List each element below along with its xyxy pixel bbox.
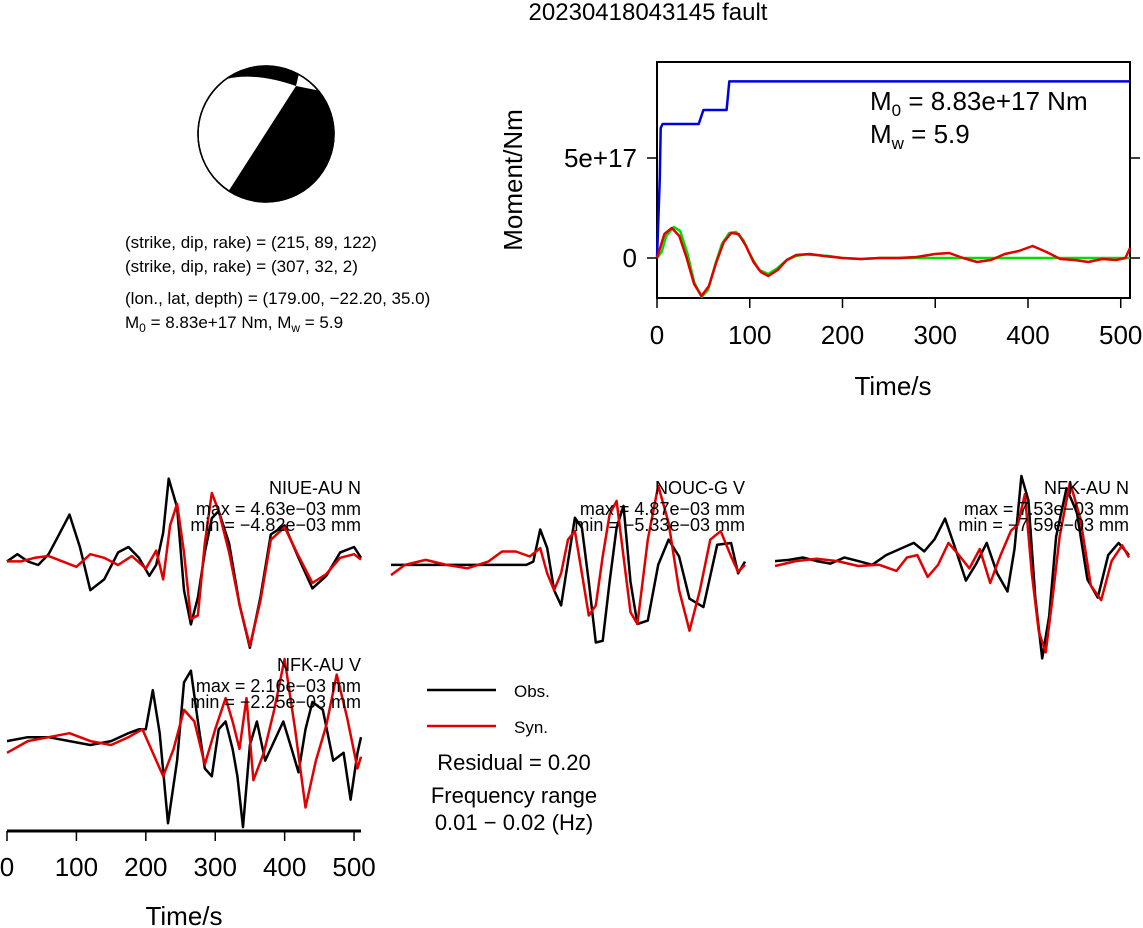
moment-x-tick-label: 300 bbox=[914, 320, 957, 350]
station-min: min = −4.82e−03 mm bbox=[190, 515, 361, 535]
mechanism-magnitude: M0 = 8.83e+17 Nm, Mw = 5.9 bbox=[125, 313, 343, 335]
synthetic-trace bbox=[774, 480, 1131, 654]
bottom-x-tick-label: 400 bbox=[263, 852, 306, 882]
station-max: max = 4.87e−03 mm bbox=[580, 499, 745, 519]
synthetic-mrf-line bbox=[655, 226, 1132, 298]
legend-observed-label: Obs. bbox=[514, 682, 550, 701]
moment-x-tick-label: 500 bbox=[1099, 320, 1142, 350]
observed-trace bbox=[391, 504, 747, 644]
frequency-value: 0.01 − 0.02 (Hz) bbox=[435, 810, 593, 835]
bottom-x-tick-label: 200 bbox=[124, 852, 167, 882]
beachball bbox=[197, 65, 335, 203]
moment-x-axis: 0 100 200 300 400 500 bbox=[650, 298, 1142, 350]
bottom-xlabel: Time/s bbox=[145, 901, 222, 928]
bottom-time-axis: 0 100 200 300 400 500 Time/s bbox=[0, 829, 376, 928]
frequency-label: Frequency range bbox=[431, 783, 597, 808]
moment-y-tick-label: 5e+17 bbox=[564, 143, 637, 173]
moment-y-axis: 0 5e+17 bbox=[564, 143, 1140, 273]
station-min: min = −2.25e−03 mm bbox=[190, 692, 361, 712]
station-name: NFK-AU N bbox=[1044, 478, 1129, 498]
synthetic-trace bbox=[390, 484, 746, 632]
residual-label: Residual = 0.20 bbox=[437, 750, 591, 775]
moment-series bbox=[655, 80, 1132, 299]
figure-title: 20230418043145 fault bbox=[529, 0, 768, 26]
cumulative-moment-line bbox=[655, 80, 1130, 259]
station-traces bbox=[6, 474, 1131, 829]
mechanism-info: (strike, dip, rake) = (215, 89, 122) (st… bbox=[125, 233, 430, 335]
moment-x-tick-label: 0 bbox=[650, 320, 664, 350]
station-panel bbox=[390, 484, 747, 644]
moment-y-tick-label: 0 bbox=[623, 243, 637, 273]
mechanism-line-1: (strike, dip, rake) = (215, 89, 122) bbox=[125, 233, 377, 252]
station-name: NIUE-AU N bbox=[269, 478, 361, 498]
station-max: max = 2.16e−03 mm bbox=[196, 676, 361, 696]
moment-frame bbox=[656, 61, 1131, 299]
moment-x-tick-label: 200 bbox=[821, 320, 864, 350]
station-name: NFK-AU V bbox=[277, 655, 361, 675]
observed-trace bbox=[6, 669, 363, 829]
bottom-axis-ticks: 0 100 200 300 400 500 bbox=[0, 831, 376, 882]
bottom-x-tick-label: 500 bbox=[332, 852, 375, 882]
station-max: max = 4.63e−03 mm bbox=[196, 499, 361, 519]
moment-x-tick-label: 400 bbox=[1006, 320, 1049, 350]
bottom-x-tick-label: 100 bbox=[55, 852, 98, 882]
station-max: max = 7.53e−03 mm bbox=[964, 499, 1129, 519]
synthetic-trace bbox=[6, 657, 363, 809]
moment-x-tick-label: 100 bbox=[728, 320, 771, 350]
synthetic-trace bbox=[7, 491, 362, 648]
station-min: min = −7.59e−03 mm bbox=[958, 515, 1129, 535]
legend: Obs. Syn. Residual = 0.20 Frequency rang… bbox=[427, 682, 597, 835]
station-min: min = −5.33e−03 mm bbox=[574, 515, 745, 535]
moment-m0-label: M0 = 8.83e+17 Nm bbox=[870, 86, 1088, 120]
mechanism-line-2: (strike, dip, rake) = (307, 32, 2) bbox=[125, 257, 358, 276]
legend-synthetic-label: Syn. bbox=[514, 718, 548, 737]
station-name: NOUC-G V bbox=[655, 478, 745, 498]
moment-panel: 0 100 200 300 400 500 0 5e+17 Moment/Nm Time/s… bbox=[498, 61, 1142, 401]
bottom-x-tick-label: 300 bbox=[194, 852, 237, 882]
moment-mw-label: Mw = 5.9 bbox=[870, 119, 970, 153]
moment-xlabel: Time/s bbox=[854, 371, 931, 401]
station-panel bbox=[6, 657, 363, 829]
station-panel bbox=[774, 474, 1131, 660]
station-panel bbox=[6, 477, 363, 650]
mechanism-line-3: (lon., lat, depth) = (179.00, −22.20, 35… bbox=[125, 289, 430, 308]
bottom-x-tick-label: 0 bbox=[0, 852, 14, 882]
station-labels: NIUE-AU N max = 4.63e−03 mm min = −4.82e… bbox=[190, 478, 1129, 712]
moment-ylabel: Moment/Nm bbox=[498, 109, 528, 251]
